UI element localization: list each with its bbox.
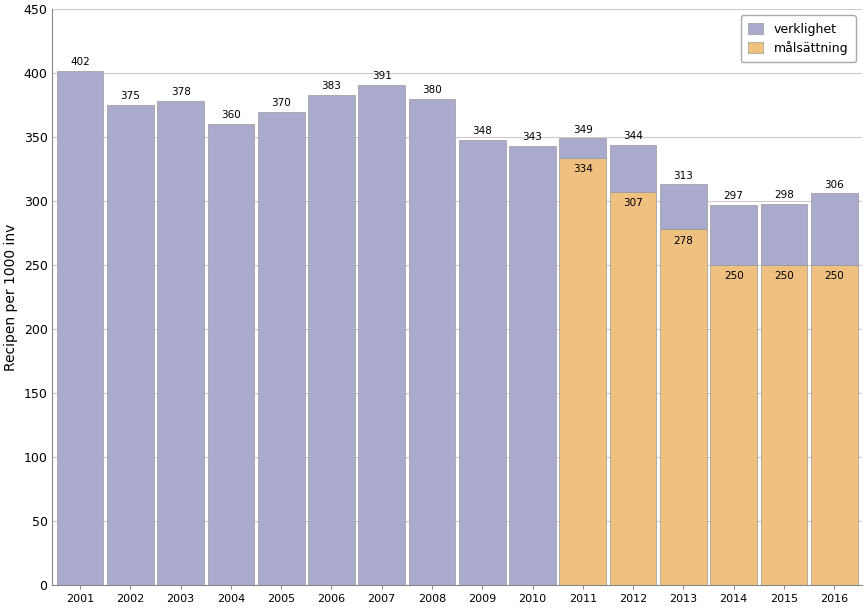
Text: 380: 380 — [422, 85, 442, 95]
Bar — [660, 184, 707, 229]
Bar — [559, 139, 606, 157]
Text: 313: 313 — [674, 171, 694, 181]
Text: 349: 349 — [573, 125, 592, 134]
Bar — [559, 157, 606, 585]
Text: 370: 370 — [271, 98, 291, 108]
Bar — [660, 229, 707, 585]
Text: 250: 250 — [724, 271, 744, 282]
Text: 391: 391 — [372, 71, 391, 81]
Bar — [308, 95, 355, 585]
Text: 348: 348 — [472, 126, 492, 136]
Bar — [158, 102, 204, 585]
Legend: verklighet, målsättning: verklighet, målsättning — [741, 15, 856, 63]
Text: 334: 334 — [573, 164, 592, 174]
Bar — [760, 265, 807, 585]
Text: 402: 402 — [70, 57, 90, 67]
Bar — [811, 193, 857, 265]
Text: 278: 278 — [674, 235, 694, 246]
Bar — [509, 146, 556, 585]
Bar — [208, 124, 255, 585]
Text: 383: 383 — [321, 81, 341, 91]
Bar — [57, 71, 103, 585]
Text: 344: 344 — [624, 131, 643, 141]
Bar — [107, 105, 154, 585]
Text: 306: 306 — [824, 179, 844, 190]
Text: 250: 250 — [774, 271, 794, 282]
Bar — [258, 111, 305, 585]
Bar — [610, 145, 656, 192]
Bar — [610, 192, 656, 585]
Bar — [409, 98, 456, 585]
Y-axis label: Recipen per 1000 inv: Recipen per 1000 inv — [4, 223, 18, 371]
Text: 375: 375 — [120, 91, 140, 102]
Text: 307: 307 — [624, 198, 643, 209]
Bar — [710, 205, 757, 265]
Bar — [760, 204, 807, 265]
Text: 360: 360 — [221, 111, 241, 120]
Bar — [710, 265, 757, 585]
Bar — [459, 140, 506, 585]
Text: 250: 250 — [824, 271, 844, 282]
Text: 378: 378 — [171, 88, 191, 97]
Bar — [811, 265, 857, 585]
Text: 298: 298 — [774, 190, 794, 200]
Text: 343: 343 — [522, 132, 542, 142]
Text: 297: 297 — [724, 191, 744, 201]
Bar — [359, 85, 405, 585]
